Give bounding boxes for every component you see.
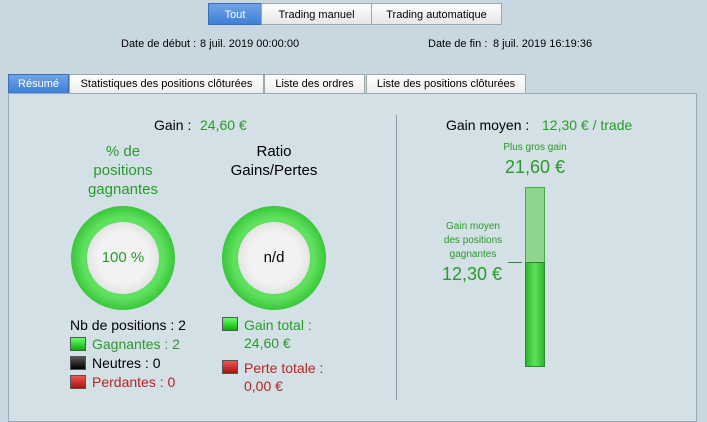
ratio-gauge: n/d (222, 206, 326, 310)
filter-button[interactable]: Trading manuel (261, 3, 372, 25)
gain-value: 24,60 € (200, 117, 247, 133)
title-line: positions (93, 162, 153, 179)
label-line: des positions (443, 235, 503, 246)
title-line: Gains/Pertes (230, 162, 318, 179)
win-rate-title: % de positions gagnantes (88, 142, 158, 199)
icon-red (222, 360, 238, 374)
gauge-value: n/d (238, 222, 310, 294)
avg-label: Gain moyen : (446, 117, 530, 133)
positions-neutral: Neutres : 0 (92, 355, 161, 371)
total-gain-label: Gain total : (244, 317, 312, 333)
max-label: Plus gros gain (503, 142, 567, 153)
label-line: Gain moyen (446, 221, 500, 232)
win-rate-gauge: 100 % (71, 206, 175, 310)
filter-button[interactable]: Tout (208, 3, 262, 25)
end-label: Date de fin : (428, 38, 488, 50)
total-loss-label: Perte totale : (244, 360, 324, 376)
tab[interactable]: Liste des ordres (264, 74, 365, 94)
gauge-value: 100 % (87, 222, 159, 294)
start-label: Date de début : (121, 38, 197, 50)
start-date: 8 juil. 2019 00:00:00 (200, 38, 300, 50)
positions-winning: Gagnantes : 2 (92, 336, 180, 352)
divider (396, 115, 397, 400)
gain-label: Gain : (154, 117, 192, 133)
avg-win-label: Gain moyen des positions gagnantes (444, 220, 502, 262)
total-gain: 24,60 € (244, 335, 291, 351)
max-value: 21,60 € (504, 157, 566, 177)
icon-red (70, 375, 86, 389)
filter-button[interactable]: Trading automatique (371, 3, 502, 25)
gain-bar-fill (525, 262, 545, 367)
arrow (508, 262, 522, 263)
title-line: Ratio (256, 143, 292, 160)
end-date: 8 juil. 2019 16:19:36 (493, 38, 593, 50)
icon-green (222, 317, 238, 331)
tab[interactable]: Liste des positions clôturées (366, 74, 526, 94)
tab[interactable]: Résumé (8, 74, 69, 94)
positions-total: Nb de positions : 2 (70, 317, 186, 333)
ratio-title: Ratio Gains/Pertes (231, 142, 318, 180)
icon-black (70, 356, 86, 370)
positions-losing: Perdantes : 0 (92, 374, 176, 390)
title-line: gagnantes (87, 181, 159, 198)
avg-win-value: 12,30 € (441, 264, 503, 284)
total-loss: 0,00 € (244, 378, 283, 394)
tab[interactable]: Statistiques des positions clôturées (69, 74, 264, 94)
label-line: gagnantes (449, 249, 497, 260)
icon-green (70, 337, 86, 351)
title-line: % de (105, 143, 141, 160)
avg-value: 12,30 € / trade (542, 117, 633, 133)
